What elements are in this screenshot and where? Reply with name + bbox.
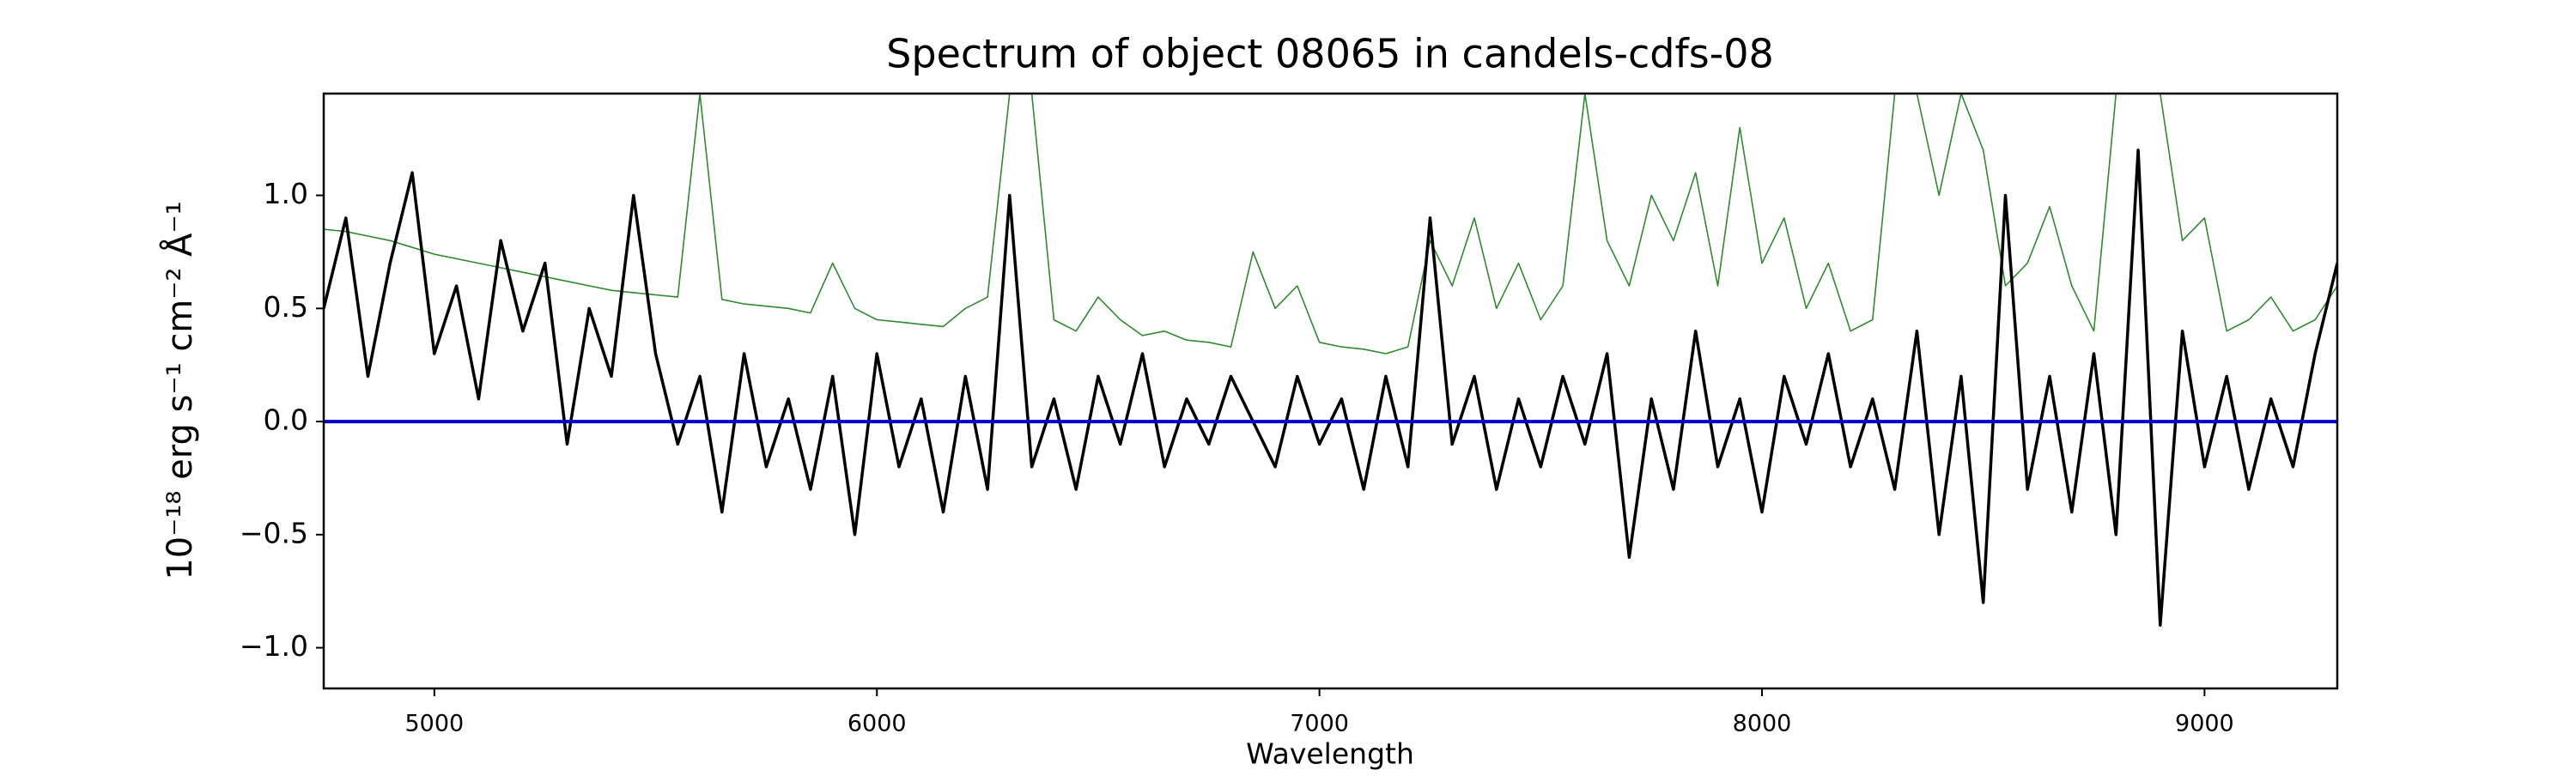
x-tick-label: 8000: [1733, 711, 1792, 737]
y-tick-label: 0.0: [264, 403, 308, 437]
y-tick-label: −0.5: [240, 516, 308, 549]
y-tick-label: 1.0: [264, 177, 308, 210]
plot-lines: [324, 94, 2337, 627]
x-tick-label: 6000: [848, 711, 907, 737]
chart-title: Spectrum of object 08065 in candels-cdfs…: [886, 31, 1774, 77]
y-tick-label: −1.0: [240, 629, 308, 663]
x-axis-label: Wavelength: [1246, 737, 1414, 771]
x-tick-label: 7000: [1290, 711, 1349, 737]
y-axis-label: 10⁻¹⁸ erg s⁻¹ cm⁻² Å⁻¹: [159, 201, 200, 579]
x-tick-label: 9000: [2175, 711, 2234, 737]
x-tick-label: 5000: [404, 711, 464, 737]
plot-frame: [322, 92, 2339, 690]
y-tick-label: 0.5: [264, 290, 308, 324]
